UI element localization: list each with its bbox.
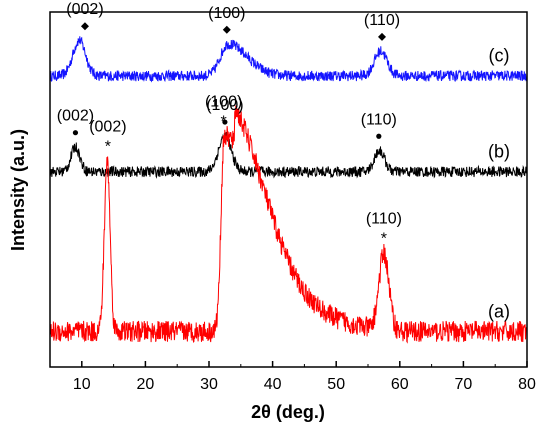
peak-marker-asterisk: *: [221, 114, 227, 131]
series-label: (a): [488, 301, 510, 321]
plot-frame: [49, 11, 528, 368]
peak-marker-diamond: [222, 25, 231, 34]
series-label: (b): [488, 142, 510, 162]
peak-annotation: (002): [66, 1, 103, 18]
traces-group: [49, 36, 528, 344]
series-trace: [49, 131, 528, 179]
peak-marker-asterisk: *: [381, 231, 387, 248]
labels-group: (002) (100) (110) (c) (002) (100) (110) (b) (002…: [57, 1, 510, 321]
x-tick-label: 20: [137, 376, 155, 393]
peak-marker-dot: [376, 133, 382, 139]
peak-annotation: (110): [361, 111, 397, 128]
x-tick-label: 30: [200, 376, 218, 393]
x-tick-label: 40: [264, 376, 282, 393]
peak-annotation: (002): [57, 108, 94, 125]
peak-annotation: (110): [364, 12, 400, 29]
series-trace: [49, 105, 527, 344]
peak-marker-diamond: [80, 22, 89, 31]
peak-marker-dot: [222, 119, 228, 125]
x-axis-title: 2θ (deg.): [251, 402, 325, 422]
x-tick-label: 70: [455, 376, 473, 393]
x-tick-label: 50: [327, 376, 345, 393]
peak-marker-dot: [72, 130, 79, 136]
peak-annotation: (110): [366, 211, 402, 228]
series-trace: [49, 36, 527, 83]
markers-group: * * *: [72, 22, 387, 248]
x-tick-label: 80: [518, 376, 536, 393]
series-label: (c): [489, 46, 510, 66]
y-axis-title: Intensity (a.u.): [8, 129, 28, 251]
x-tick-label: 10: [73, 376, 91, 393]
peak-annotation: (002): [89, 118, 126, 135]
peak-marker-asterisk: *: [105, 138, 111, 155]
peak-annotation: (100): [206, 97, 243, 114]
peak-annotation: (100): [208, 5, 245, 22]
x-axis-ticks: 10 20 30 40 50 60 70 80: [49, 361, 536, 393]
peak-marker-diamond: [377, 32, 386, 41]
x-tick-label: 60: [391, 376, 409, 393]
peak-annotation: (100): [205, 94, 242, 111]
